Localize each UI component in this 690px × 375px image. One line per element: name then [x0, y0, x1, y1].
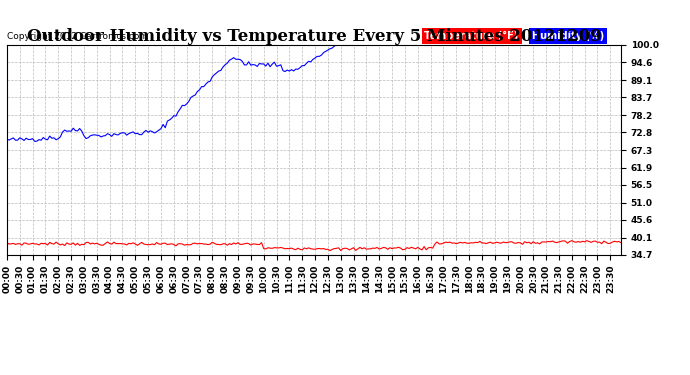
Text: Humidity (%): Humidity (%)	[532, 31, 604, 41]
Text: Copyright 2012 Cartronics.com: Copyright 2012 Cartronics.com	[7, 32, 148, 41]
Text: Temperature (°F): Temperature (°F)	[424, 31, 519, 41]
Title: Outdoor Humidity vs Temperature Every 5 Minutes 20121209: Outdoor Humidity vs Temperature Every 5 …	[27, 28, 601, 45]
